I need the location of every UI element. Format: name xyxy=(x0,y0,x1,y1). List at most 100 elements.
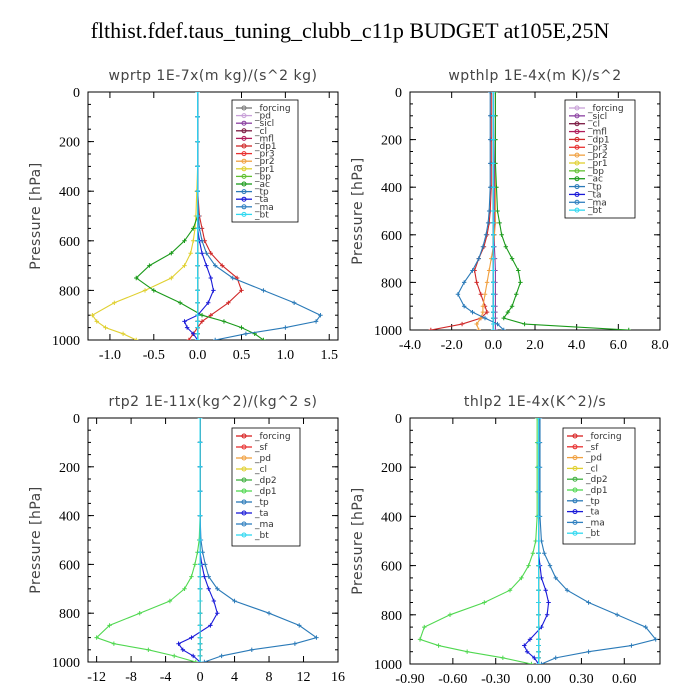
legend-label: _forcing xyxy=(254,104,291,114)
series-marker xyxy=(297,623,302,628)
series-marker xyxy=(197,562,203,567)
legend-label: _tp xyxy=(587,183,602,193)
y-tick-label: 1000 xyxy=(52,656,80,671)
series-marker xyxy=(313,319,319,324)
series-marker xyxy=(536,575,541,581)
chart-panel-4: thlp2 1E-4x(K^2)/s Pressure [hPa] 0 200 400 6… xyxy=(350,394,661,687)
legend-marker xyxy=(241,181,247,187)
series-marker xyxy=(532,655,537,661)
legend-marker xyxy=(572,433,578,439)
y-tick-label: 1000 xyxy=(374,658,402,673)
series-marker xyxy=(195,226,200,231)
y-tick-label: 600 xyxy=(59,235,80,250)
series-marker xyxy=(536,514,541,519)
series-marker xyxy=(266,611,272,616)
series-marker xyxy=(197,513,203,518)
series-marker xyxy=(208,623,213,628)
series-marker xyxy=(509,256,515,261)
series-marker xyxy=(455,292,461,297)
legend-marker xyxy=(241,105,247,111)
series-marker xyxy=(197,623,203,628)
legend-label: _ma xyxy=(587,198,607,208)
legend-box xyxy=(564,99,636,219)
series-marker xyxy=(491,315,496,321)
series-marker xyxy=(491,113,496,118)
chart-panel-2: wpthlp 1E-4x(m K)/s^2 Pressure [hPa] 0 200 4… xyxy=(350,68,669,353)
legend-marker xyxy=(572,509,578,515)
series-marker xyxy=(182,586,187,591)
series-marker xyxy=(188,251,193,256)
series-marker xyxy=(137,611,142,616)
legend: _forcing_pd_sicl_cl_mfl_dp1_pr3_pr2_pr1_… xyxy=(231,99,299,223)
legend-marker xyxy=(241,166,247,172)
series-marker xyxy=(586,649,591,654)
y-tick-label: 800 xyxy=(381,276,402,291)
series-marker xyxy=(495,321,500,327)
legend-marker xyxy=(241,499,247,505)
series-marker xyxy=(484,309,490,315)
legend-label: _pr1 xyxy=(254,165,275,175)
series-marker xyxy=(195,319,200,324)
legend-label: _ma xyxy=(254,520,274,530)
series-line-tp xyxy=(457,92,505,330)
series-marker xyxy=(501,315,506,321)
y-tick-label: 400 xyxy=(381,510,402,525)
legend-marker xyxy=(572,444,578,450)
series-marker xyxy=(199,319,205,324)
series-marker xyxy=(208,275,214,281)
legend-label: _pr3 xyxy=(587,143,608,153)
series-marker xyxy=(539,661,544,664)
series-marker xyxy=(226,300,231,305)
chart-panel-3: rtp2 1E-11x(kg^2)/(kg^2 s) Pressure [hPa]… xyxy=(28,394,345,685)
x-tick-label: -0.5 xyxy=(143,348,165,363)
series-marker xyxy=(291,300,297,305)
x-tick-label: 0.5 xyxy=(233,348,251,363)
series-marker xyxy=(197,537,203,543)
series-marker xyxy=(212,263,218,268)
series-marker xyxy=(536,624,541,630)
legend-marker xyxy=(574,144,580,150)
series-marker xyxy=(470,309,475,315)
series-marker xyxy=(197,574,203,579)
series-marker xyxy=(546,600,551,605)
series-marker xyxy=(536,465,541,470)
series-marker xyxy=(491,161,496,166)
legend-label: _pr3 xyxy=(254,150,275,160)
legend-label: _ac xyxy=(254,180,270,190)
legend-marker xyxy=(574,113,580,119)
legend-label: _tp xyxy=(585,497,600,507)
x-tick-label: -0.90 xyxy=(395,672,424,687)
x-tick-label: -8 xyxy=(125,670,137,685)
series-marker xyxy=(195,251,200,256)
series-marker xyxy=(195,313,200,318)
legend-label: _sicl xyxy=(587,112,607,122)
series-marker xyxy=(483,232,489,237)
legend-marker xyxy=(572,530,578,536)
y-tick-label: 800 xyxy=(59,607,80,622)
series-marker xyxy=(215,611,220,616)
legend-label: _tp xyxy=(254,188,269,198)
series-marker xyxy=(208,313,214,318)
legend-marker xyxy=(572,498,578,504)
series-marker xyxy=(189,635,194,640)
series-marker xyxy=(249,647,254,652)
series-marker xyxy=(537,418,543,421)
series-marker xyxy=(195,300,200,305)
chart-title: rtp2 1E-11x(kg^2)/(kg^2 s) xyxy=(109,394,318,410)
series-marker xyxy=(536,563,541,568)
series-marker xyxy=(482,600,487,605)
series-marker xyxy=(529,661,534,664)
legend-marker xyxy=(241,444,247,450)
series-marker xyxy=(470,268,475,273)
series-marker xyxy=(172,653,177,659)
series-marker xyxy=(195,164,200,169)
series-marker xyxy=(491,256,496,261)
series-marker xyxy=(474,280,479,285)
legend-marker xyxy=(574,136,580,142)
series-marker xyxy=(495,208,500,214)
series-marker xyxy=(519,575,524,581)
series-line-tp xyxy=(539,418,657,664)
series-marker xyxy=(261,337,266,340)
series-marker xyxy=(182,238,187,243)
series-marker xyxy=(518,280,523,285)
